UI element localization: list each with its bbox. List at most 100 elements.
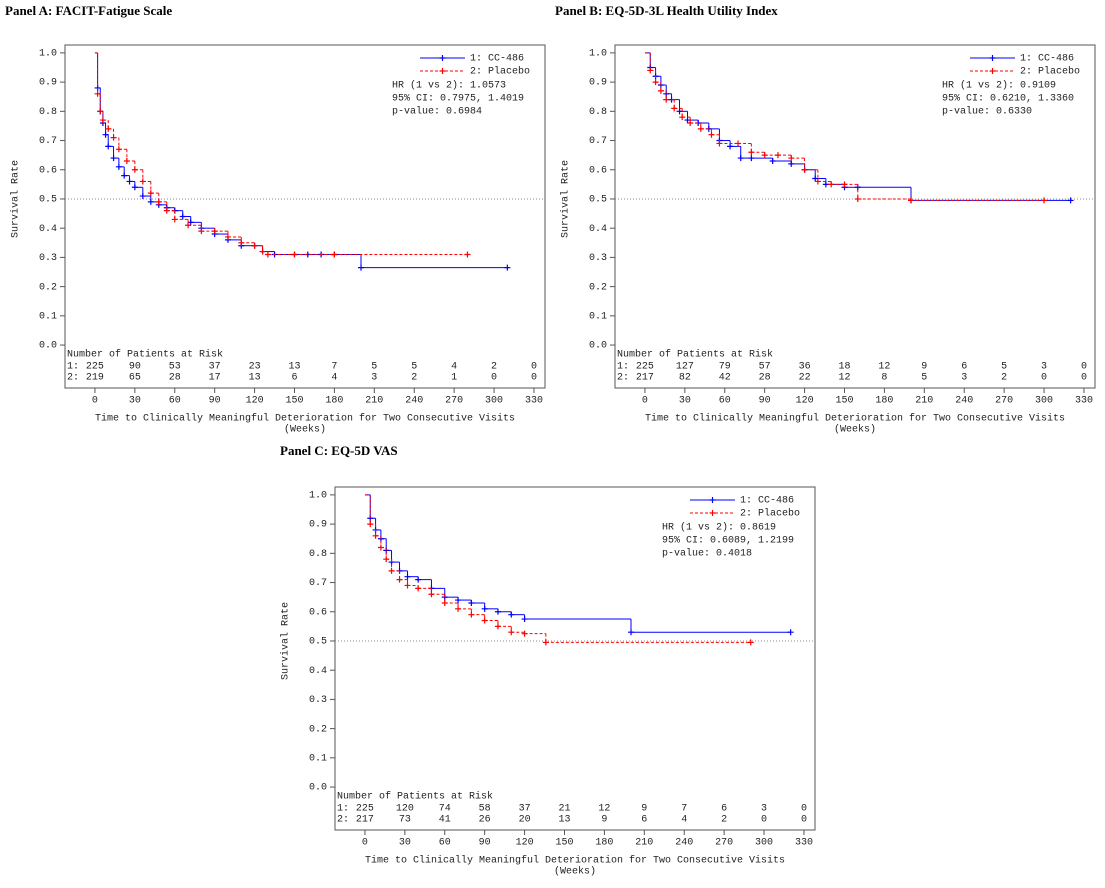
censor-mark	[404, 573, 411, 580]
legend-label: 2: Placebo	[470, 66, 530, 78]
censor-mark	[494, 623, 501, 630]
x-tick-label: 30	[399, 838, 411, 849]
x-tick-label: 90	[479, 838, 491, 849]
panel-title: Panel B: EQ-5D-3L Health Utility Index	[555, 3, 778, 18]
x-tick-label: 330	[525, 396, 543, 407]
legend-marker	[989, 68, 996, 74]
x-tick-label: 30	[679, 396, 691, 407]
at-risk-value: 3	[961, 373, 967, 384]
legend-label: 1: CC-486	[740, 496, 794, 507]
plot-frame	[334, 486, 816, 831]
at-risk-row-label: 1:	[617, 362, 629, 373]
censor-mark	[367, 521, 374, 528]
censor-mark	[372, 532, 379, 539]
x-tick-label: 180	[595, 838, 613, 849]
censor-mark	[264, 251, 271, 258]
at-risk-value: 58	[479, 804, 491, 815]
censor-mark	[388, 567, 395, 574]
censor-mark	[735, 140, 742, 147]
censor-mark	[179, 213, 186, 220]
plot-frame	[64, 44, 546, 389]
at-risk-value: 20	[519, 815, 531, 826]
stat-annotation: 95% CI: 0.6210, 1.3360	[942, 94, 1074, 105]
legend-marker	[709, 510, 716, 516]
at-risk-value: 37	[519, 804, 531, 815]
panel: Panel A: FACIT-Fatigue Scale 0.0 0.1 0.2 0.3…	[5, 3, 546, 436]
stat-annotation: HR (1 vs 2): 0.9109	[942, 80, 1056, 92]
legend-marker	[439, 55, 446, 61]
at-risk-value: 21	[558, 804, 570, 815]
stat-annotation: 95% CI: 0.7975, 1.4019	[392, 94, 524, 105]
y-tick-label: 0.0	[39, 341, 57, 352]
legend-marker	[709, 497, 716, 503]
at-risk-value: 41	[439, 815, 451, 826]
panel: Panel C: EQ-5D VAS 0.0 0.1 0.2 0.3 0.4 0.5 0.6 0…	[280, 443, 816, 878]
at-risk-value: 12	[878, 362, 890, 373]
at-risk-row-label: 2:	[67, 373, 79, 384]
at-risk-value: 28	[169, 373, 181, 384]
censor-mark	[671, 105, 678, 112]
x-tick-label: 300	[755, 838, 773, 849]
censor-mark	[358, 264, 365, 271]
censor-mark	[131, 184, 138, 191]
censor-mark	[788, 160, 795, 167]
at-risk-value: 0	[801, 815, 807, 826]
at-risk-value: 17	[209, 373, 221, 384]
at-risk-value: 65	[129, 373, 141, 384]
censor-mark	[774, 152, 781, 159]
at-risk-value: 4	[451, 362, 457, 373]
at-risk-value: 73	[399, 815, 411, 826]
panel-title: Panel C: EQ-5D VAS	[280, 443, 398, 458]
stat-annotation: p-value: 0.6984	[392, 106, 482, 118]
y-tick-label: 0.4	[309, 666, 327, 677]
y-tick-label: 1.0	[39, 49, 57, 60]
censor-mark	[481, 605, 488, 612]
censor-mark	[404, 582, 411, 589]
at-risk-value: 5	[1001, 362, 1007, 373]
censor-mark	[521, 630, 528, 637]
censor-mark	[139, 178, 146, 185]
censor-mark	[697, 125, 704, 132]
y-tick-label: 0.4	[589, 224, 607, 235]
y-tick-label: 0.5	[39, 195, 57, 206]
at-risk-value: 79	[719, 362, 731, 373]
x-axis-unit: (Weeks)	[554, 866, 596, 878]
at-risk-value: 120	[396, 804, 414, 815]
at-risk-value: 5	[411, 362, 417, 373]
censor-mark	[468, 611, 475, 618]
at-risk-value: 6	[961, 362, 967, 373]
censor-mark	[415, 576, 422, 583]
stat-annotation: HR (1 vs 2): 0.8619	[662, 522, 776, 534]
at-risk-title: Number of Patients at Risk	[337, 791, 493, 803]
y-axis-label: Survival Rate	[280, 602, 292, 680]
censor-mark	[291, 251, 298, 258]
censor-mark	[171, 216, 178, 223]
censor-mark	[238, 239, 245, 246]
censor-mark	[676, 108, 683, 115]
legend-label: 1: CC-486	[470, 54, 524, 65]
censor-mark	[787, 629, 794, 636]
y-tick-label: 0.9	[309, 520, 327, 531]
censor-mark	[1067, 197, 1074, 204]
censor-mark	[628, 629, 635, 636]
at-risk-value: 36	[799, 362, 811, 373]
at-risk-value: 18	[838, 362, 850, 373]
x-tick-label: 300	[485, 396, 503, 407]
censor-mark	[383, 556, 390, 563]
censor-mark	[211, 228, 218, 235]
censor-mark	[652, 79, 659, 86]
x-tick-label: 210	[365, 396, 383, 407]
at-risk-value: 42	[719, 373, 731, 384]
censor-mark	[508, 611, 515, 618]
at-risk-row-label: 1:	[67, 362, 79, 373]
censor-mark	[761, 152, 768, 159]
x-tick-label: 0	[362, 838, 368, 849]
stat-annotation: 95% CI: 0.6089, 1.2199	[662, 536, 794, 547]
at-risk-value: 0	[491, 373, 497, 384]
legend-label: 2: Placebo	[740, 508, 800, 520]
censor-mark	[110, 155, 117, 162]
censor-mark	[131, 166, 138, 173]
censor-mark	[494, 608, 501, 615]
at-risk-value: 4	[331, 373, 337, 384]
x-tick-label: 210	[915, 396, 933, 407]
